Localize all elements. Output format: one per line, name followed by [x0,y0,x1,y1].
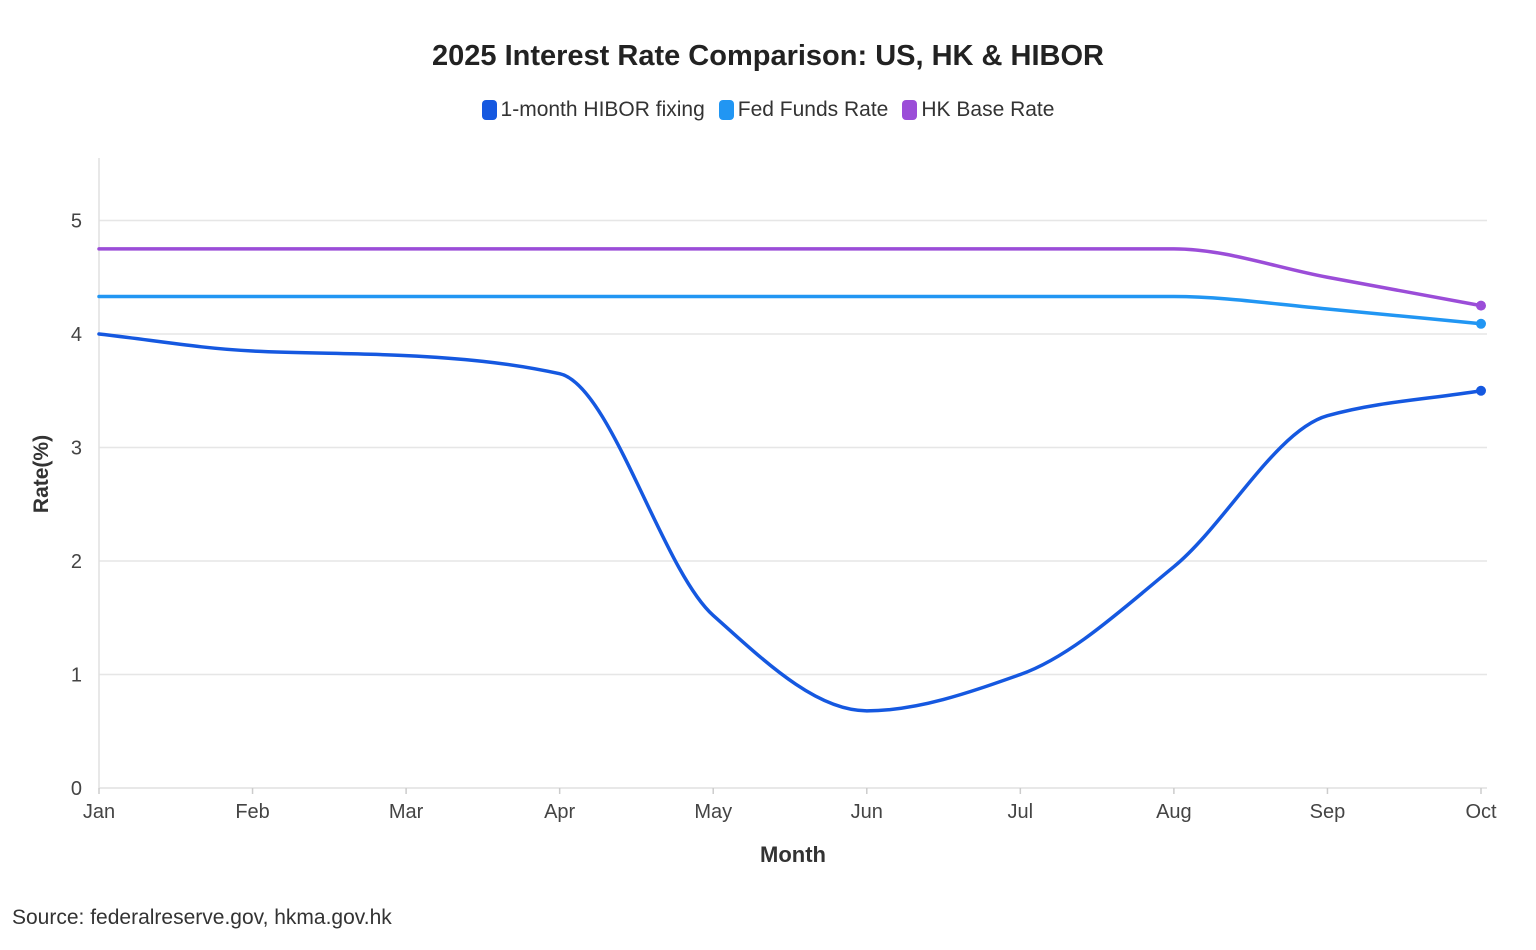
legend-swatch-fed-funds [718,100,734,120]
legend-label-hibor: 1-month HIBOR fixing [500,98,705,121]
series-end-point-hibor[interactable] [1476,385,1486,396]
legend-item-hk-base[interactable]: HK Base Rate [902,98,1054,122]
y-tick-label: 5 [71,211,82,233]
y-tick-label: 1 [71,665,82,687]
x-axis-label: Month [760,842,826,867]
legend-label-hk-base: HK Base Rate [921,98,1055,121]
y-axis-label: Rate(%) [30,435,53,513]
x-tick-label: Oct [1465,801,1497,823]
x-tick-label: Jan [83,801,115,823]
x-tick-label: Mar [389,801,424,823]
series-line-fed-funds[interactable] [97,294,1483,326]
y-tick-label: 0 [71,778,82,800]
legend-item-hibor[interactable]: 1-month HIBOR fixing [481,98,705,122]
series-end-points [1476,300,1486,396]
series-end-point-hk-base[interactable] [1476,300,1486,311]
legend-label-fed-funds: Fed Funds Rate [737,98,889,121]
x-tick-label: Aug [1156,801,1192,823]
y-tick-label: 3 [71,438,82,460]
x-tick-label: Sep [1310,801,1346,823]
y-tick-labels: 0 1 2 3 4 5 [71,211,82,801]
axes [98,158,1487,794]
x-tick-label: Feb [235,801,269,823]
x-tick-label: May [694,801,732,823]
grid-lines [99,219,1487,676]
series-lines [97,247,1483,713]
x-tick-label: Jun [851,801,883,823]
y-tick-label: 2 [71,551,82,573]
series-line-hk-base[interactable] [97,247,1483,308]
chart-title: 2025 Interest Rate Comparison: US, HK & … [432,40,1104,72]
legend-swatch-hibor [481,100,497,120]
series-line-hibor[interactable] [97,332,1483,713]
x-tick-label: Apr [544,801,575,823]
x-tick-labels: Jan Feb Mar Apr May Jun Jul Aug Sep Oct [83,801,1497,823]
x-tick-label: Jul [1008,801,1034,823]
legend: 1-month HIBOR fixing Fed Funds Rate HK B… [0,98,1536,122]
legend-item-fed-funds[interactable]: Fed Funds Rate [718,98,889,122]
y-tick-label: 4 [71,324,82,346]
series-end-point-fed-funds[interactable] [1476,318,1486,329]
legend-swatch-hk-base [902,100,918,120]
source-note: Source: federalreserve.gov, hkma.gov.hk [12,906,392,929]
